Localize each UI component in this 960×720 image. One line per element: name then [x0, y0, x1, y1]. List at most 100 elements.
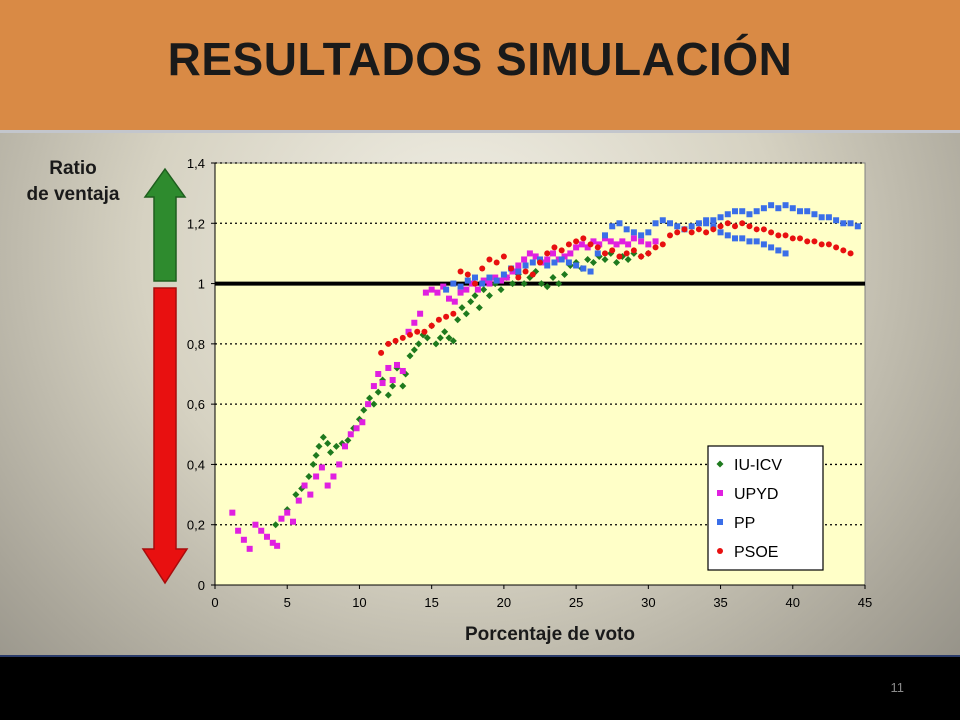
data-point-upyd	[480, 277, 487, 284]
data-point-iu-icv	[601, 255, 609, 263]
data-point-iu-icv	[532, 268, 540, 276]
data-point-upyd	[399, 367, 406, 374]
data-point-upyd	[561, 253, 568, 260]
data-point-pp	[789, 205, 796, 212]
data-point-pp	[630, 229, 637, 236]
data-point-pp	[775, 205, 782, 212]
data-point-psoe	[724, 220, 731, 227]
data-point-psoe	[435, 316, 442, 323]
scatter-chart: 0 0,2 0,4 0,6 0,8 1 1,2 1,4 0 5 10 15 20 25 30 35 40 45 IU…	[187, 156, 872, 610]
green-up-arrow-icon	[143, 167, 187, 282]
y-tick-label: 0	[198, 578, 205, 593]
data-point-psoe	[782, 232, 789, 239]
data-point-pp	[825, 214, 832, 221]
data-point-pp	[703, 220, 710, 227]
data-point-psoe	[537, 259, 543, 266]
data-point-psoe	[407, 331, 413, 338]
data-point-upyd	[474, 286, 481, 293]
data-point-upyd	[440, 283, 447, 290]
data-point-upyd	[434, 289, 441, 296]
data-point-pp	[674, 223, 681, 230]
data-point-iu-icv	[526, 274, 534, 282]
data-point-iu-icv	[458, 304, 466, 312]
data-point-upyd	[324, 482, 331, 489]
data-point-pp	[811, 211, 818, 218]
data-point-iu-icv	[399, 382, 407, 390]
x-axis-label: Porcentaje de voto	[465, 624, 635, 645]
data-point-upyd	[630, 235, 637, 242]
data-point-psoe	[464, 271, 471, 278]
data-point-psoe	[551, 244, 558, 251]
data-point-iu-icv	[309, 460, 317, 468]
data-point-iu-icv	[406, 352, 414, 360]
data-point-iu-icv	[589, 258, 597, 266]
x-tick-label: 20	[497, 595, 511, 610]
y-axis-label: Ratio de ventaja	[8, 156, 138, 208]
data-point-iu-icv	[344, 436, 352, 444]
data-point-upyd	[336, 461, 343, 468]
data-point-pp	[782, 202, 789, 209]
data-point-upyd	[451, 298, 458, 305]
data-point-pp	[623, 226, 630, 233]
data-point-upyd	[457, 289, 464, 296]
data-point-upyd	[370, 383, 377, 390]
data-point-upyd	[347, 431, 354, 438]
data-point-pp	[753, 238, 760, 245]
data-point-psoe	[443, 313, 450, 320]
data-point-psoe	[500, 253, 507, 260]
data-point-pp	[587, 268, 594, 275]
data-point-upyd	[307, 491, 314, 498]
data-point-iu-icv	[449, 337, 457, 345]
data-point-upyd	[389, 377, 396, 384]
legend-marker-psoe	[717, 548, 723, 554]
data-point-upyd	[638, 238, 645, 245]
data-point-upyd	[365, 401, 372, 408]
data-point-pp	[616, 220, 623, 227]
data-point-upyd	[645, 241, 652, 248]
data-point-pp	[493, 277, 500, 284]
legend-label-upyd: UPYD	[734, 486, 778, 503]
x-tick-label: 15	[424, 595, 438, 610]
data-point-upyd	[567, 250, 574, 257]
data-point-psoe	[768, 229, 775, 236]
data-point-pp	[732, 208, 738, 215]
data-point-psoe	[775, 232, 782, 239]
data-point-psoe	[385, 340, 392, 347]
data-point-pp	[457, 283, 464, 290]
data-point-iu-icv	[410, 346, 418, 354]
data-point-upyd	[590, 238, 597, 245]
x-tick-label: 25	[569, 595, 583, 610]
data-point-psoe	[522, 268, 529, 275]
data-point-upyd	[375, 371, 382, 377]
data-point-upyd	[229, 509, 236, 516]
data-point-pp	[638, 232, 645, 239]
data-point-iu-icv	[355, 415, 363, 423]
data-point-iu-icv	[441, 328, 449, 336]
legend-marker-pp	[717, 519, 723, 525]
data-point-upyd	[573, 244, 580, 251]
data-point-pp	[710, 217, 717, 224]
data-point-psoe	[414, 328, 421, 335]
data-point-psoe	[544, 250, 551, 257]
data-point-upyd	[342, 443, 348, 450]
data-point-upyd	[330, 473, 337, 480]
data-point-pp	[522, 262, 529, 269]
data-point-upyd	[652, 238, 659, 245]
data-point-upyd	[278, 515, 285, 522]
data-point-psoe	[609, 247, 616, 254]
data-point-upyd	[301, 482, 308, 489]
data-point-upyd	[428, 286, 435, 293]
data-point-psoe	[797, 235, 803, 242]
data-point-upyd	[295, 497, 302, 504]
data-point-psoe	[573, 238, 580, 245]
data-point-psoe	[565, 241, 572, 248]
data-point-upyd	[353, 425, 360, 432]
y-tick-label: 1	[198, 277, 205, 292]
data-point-pp	[558, 256, 565, 263]
data-point-upyd	[526, 250, 533, 257]
data-point-upyd	[509, 268, 516, 275]
data-point-upyd	[269, 539, 276, 546]
data-point-pp	[486, 274, 493, 281]
data-point-iu-icv	[315, 442, 323, 450]
data-point-iu-icv	[520, 280, 528, 288]
